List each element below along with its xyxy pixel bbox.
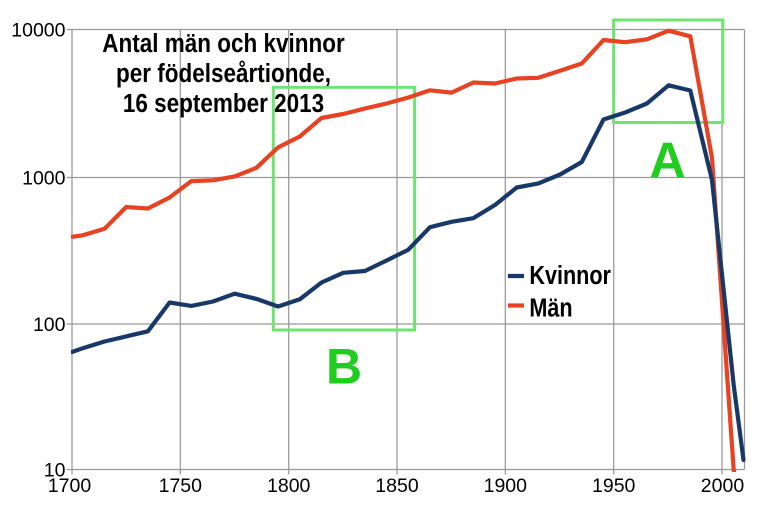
svg-text:2000: 2000 bbox=[701, 475, 745, 497]
svg-text:Kvinnor: Kvinnor bbox=[529, 262, 611, 290]
svg-text:1800: 1800 bbox=[267, 475, 311, 497]
svg-text:A: A bbox=[650, 133, 686, 189]
svg-text:10000: 10000 bbox=[11, 19, 65, 41]
svg-text:1700: 1700 bbox=[48, 475, 92, 497]
svg-text:1950: 1950 bbox=[592, 475, 636, 497]
svg-text:16 september 2013: 16 september 2013 bbox=[123, 90, 324, 119]
svg-text:100: 100 bbox=[33, 314, 66, 336]
svg-text:per födelseårtionde,: per födelseårtionde, bbox=[116, 60, 331, 89]
svg-text:1750: 1750 bbox=[159, 475, 203, 497]
svg-text:1900: 1900 bbox=[484, 475, 528, 497]
svg-text:1850: 1850 bbox=[375, 475, 419, 497]
svg-text:10: 10 bbox=[44, 459, 66, 481]
svg-text:1000: 1000 bbox=[22, 167, 66, 189]
svg-text:Antal män och kvinnor: Antal män och kvinnor bbox=[102, 30, 345, 59]
svg-text:B: B bbox=[326, 339, 362, 395]
svg-text:Män: Män bbox=[529, 295, 572, 323]
